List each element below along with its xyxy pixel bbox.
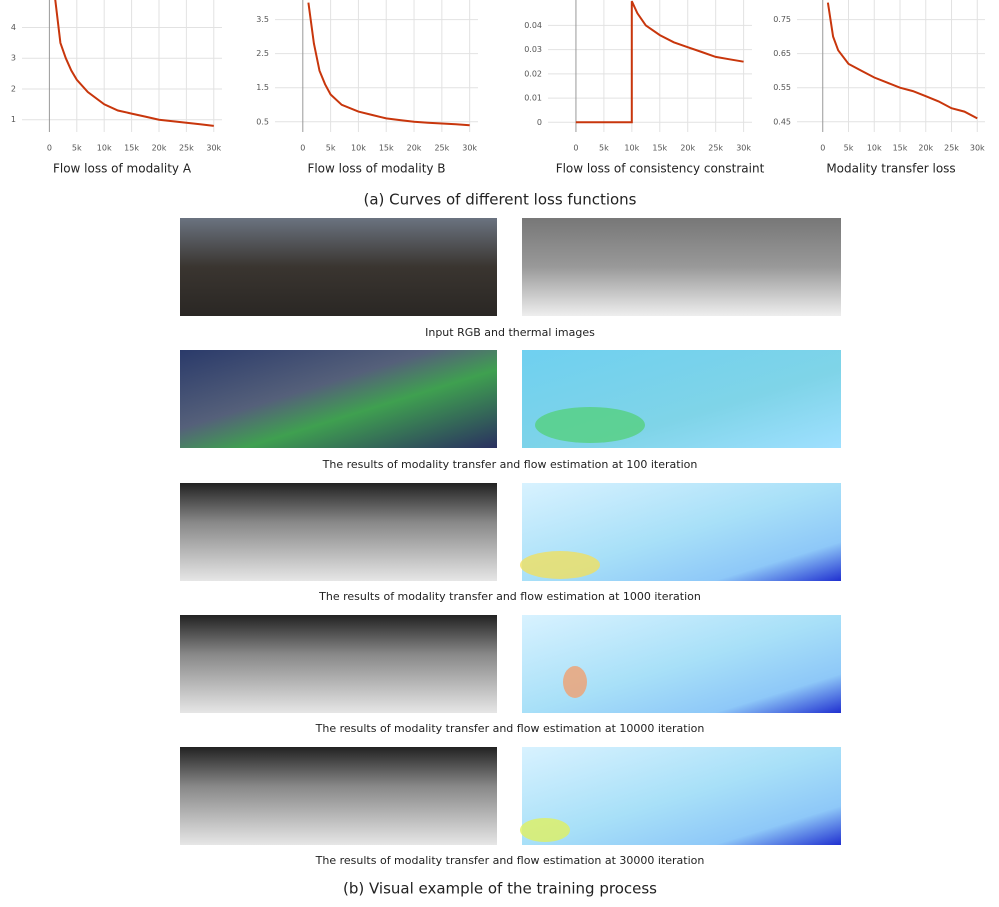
chart-title: Flow loss of consistency constraint [556,162,765,176]
x-tick-label: 20k [680,144,695,153]
y-tick-label: 0.04 [524,21,542,30]
caption-a: (a) Curves of different loss functions [363,191,636,209]
y-tick-label: 0 [537,118,542,127]
x-tick-label: 0 [47,144,52,153]
x-tick-label: 30k [736,144,751,153]
y-tick-label: 1.5 [256,83,269,92]
x-tick-label: 30k [970,144,985,153]
row-caption: Input RGB and thermal images [425,326,595,339]
y-tick-label: 0.55 [773,83,791,92]
row-caption: The results of modality transfer and flo… [318,590,701,603]
x-tick-label: 25k [179,144,194,153]
flow-blob [563,666,587,698]
x-tick-label: 10k [97,144,112,153]
transfer-image [180,615,497,713]
loss-line [308,3,469,126]
y-tick-label: 0.01 [524,94,542,103]
transfer-image [180,747,497,845]
y-tick-label: 2.5 [256,49,269,58]
x-tick-label: 10k [867,144,882,153]
transfer-image [180,350,497,448]
x-tick-label: 25k [944,144,959,153]
y-tick-label: 0.5 [256,117,269,126]
y-tick-label: 0.45 [773,117,791,126]
x-tick-label: 25k [434,144,449,153]
y-tick-label: 3 [11,54,16,63]
row-caption: The results of modality transfer and flo… [315,854,705,867]
images [180,218,841,845]
x-tick-label: 15k [893,144,908,153]
x-tick-label: 5k [844,144,854,153]
transfer-image [180,483,497,581]
figure: (a) Curves of different loss functions (… [0,0,999,907]
y-tick-label: 0.02 [524,69,542,78]
rgb-image [180,218,497,316]
flow-image [522,615,841,713]
x-tick-label: 5k [326,144,336,153]
row-caption: The results of modality transfer and flo… [322,458,698,471]
x-tick-label: 0 [300,144,305,153]
x-tick-label: 0 [820,144,825,153]
x-tick-label: 5k [599,144,609,153]
thermal-image [522,218,841,316]
x-tick-label: 30k [206,144,221,153]
flow-blob [520,818,570,842]
loss-line [55,0,214,126]
chart-title: Flow loss of modality B [307,162,445,176]
x-tick-label: 10k [624,144,639,153]
x-tick-label: 15k [652,144,667,153]
x-tick-label: 15k [124,144,139,153]
caption-b: (b) Visual example of the training proce… [343,880,657,898]
y-tick-label: 1 [11,115,16,124]
x-tick-label: 30k [462,144,477,153]
y-tick-label: 0.65 [773,49,791,58]
x-tick-label: 20k [152,144,167,153]
x-tick-label: 25k [708,144,723,153]
y-tick-label: 4 [11,23,16,32]
flow-blob [535,407,645,443]
flow-blob [520,551,600,579]
x-tick-label: 20k [407,144,422,153]
y-tick-label: 2 [11,84,16,93]
x-tick-label: 15k [379,144,394,153]
y-tick-label: 3.5 [256,15,269,24]
x-tick-label: 0 [573,144,578,153]
y-tick-label: 0.75 [773,15,791,24]
chart-title: Flow loss of modality A [53,162,192,176]
chart-title: Modality transfer loss [826,162,955,176]
row-caption: The results of modality transfer and flo… [315,722,705,735]
y-tick-label: 0.03 [524,45,542,54]
x-tick-label: 5k [72,144,82,153]
x-tick-label: 20k [918,144,933,153]
x-tick-label: 10k [351,144,366,153]
